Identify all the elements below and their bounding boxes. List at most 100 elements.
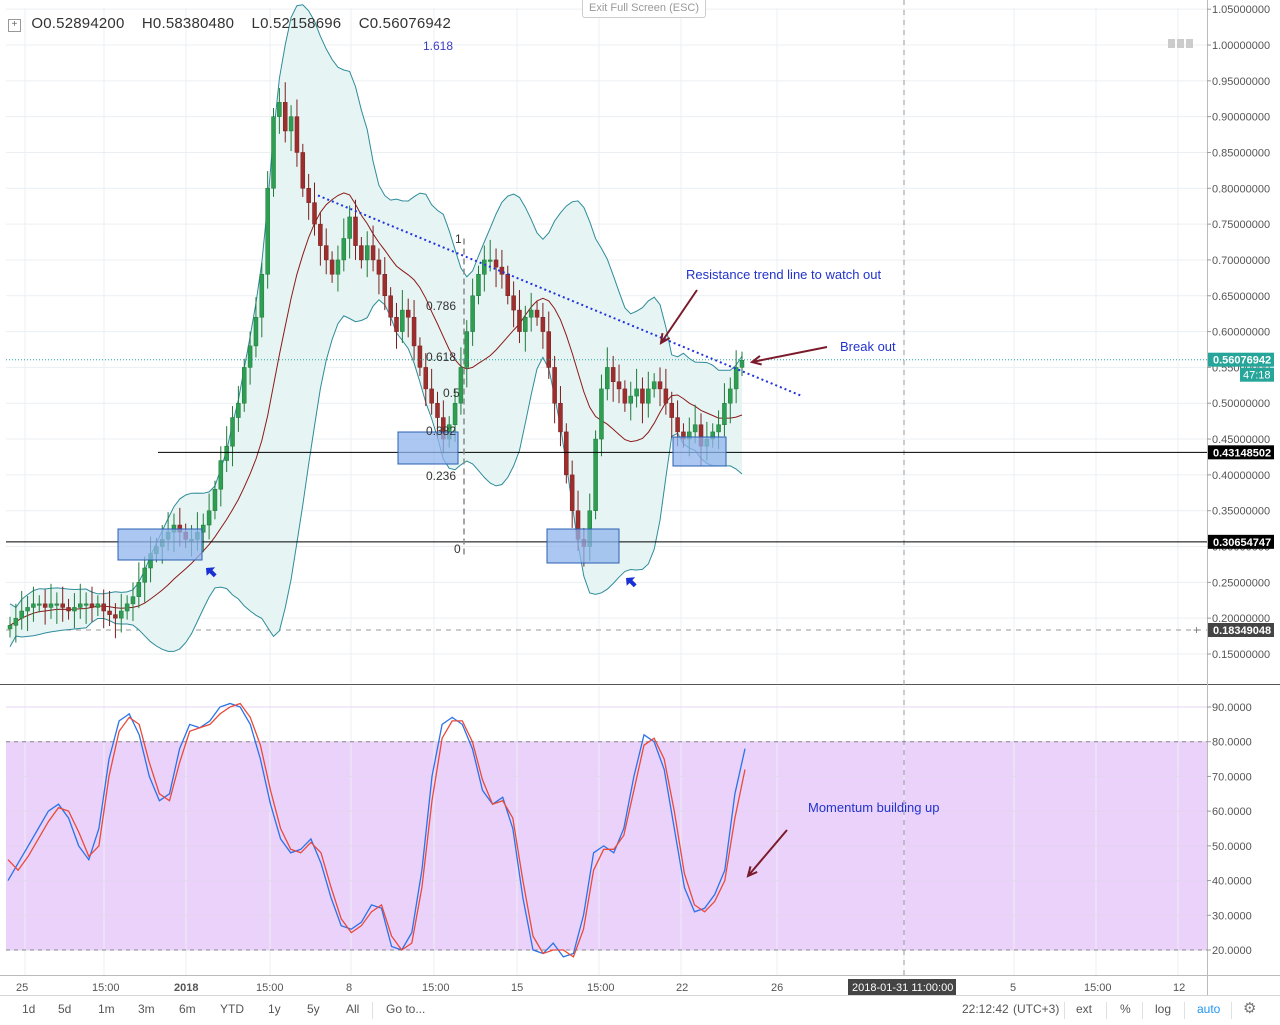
candle-body: [452, 402, 458, 425]
time-tick-label: 15:00: [256, 982, 284, 994]
time-tick-label: 26: [771, 982, 783, 994]
candle-body: [359, 245, 364, 261]
candle-body: [60, 603, 65, 608]
candle-body: [493, 259, 499, 268]
osc-tick-label: 90.0000: [1212, 702, 1252, 714]
candle-body: [259, 274, 265, 318]
time-tick-label: 12: [1173, 982, 1185, 994]
candle-body: [72, 607, 77, 612]
annotation-arrow-head: [749, 355, 762, 366]
candle-body: [107, 610, 112, 615]
osc-tick-label: 60.0000: [1212, 806, 1252, 818]
candle-body: [19, 610, 24, 619]
percent-toggle[interactable]: %: [1120, 1002, 1131, 1016]
timeframe-5y-button[interactable]: 5y: [307, 1002, 320, 1016]
bollinger-upper-line: [9, 4, 743, 609]
candle-body: [692, 424, 698, 433]
candle-body: [247, 345, 253, 368]
candle-body: [253, 317, 259, 347]
gear-icon[interactable]: ⚙: [1243, 1000, 1257, 1017]
goto-button[interactable]: Go to...: [386, 1002, 426, 1016]
price-badge-text: 0.43148502: [1213, 447, 1271, 459]
timeframe-1m-button[interactable]: 1m: [98, 1002, 115, 1016]
osc-tick-label: 20.0000: [1212, 945, 1252, 957]
toolbar-divider: [1064, 1002, 1065, 1019]
candle-body: [482, 259, 487, 275]
price-tick-label: 0.70000000: [1212, 255, 1270, 267]
candle-body: [511, 295, 516, 311]
candle-body: [218, 460, 224, 490]
auto-scale-toggle[interactable]: auto: [1197, 1002, 1221, 1016]
candle-body: [294, 116, 300, 153]
candle-body: [599, 388, 604, 440]
time-tick-label: 15:00: [1084, 982, 1112, 994]
candle-body: [119, 610, 124, 619]
timeframe-1d-button[interactable]: 1d: [22, 1002, 36, 1016]
fib-level-label: 0.618: [426, 350, 456, 364]
pane-controls-icon[interactable]: [1168, 35, 1198, 48]
price-tick-label: 0.95000000: [1212, 76, 1270, 88]
fib-level-label: 1: [455, 232, 462, 246]
toolbar-divider: [1231, 1002, 1232, 1019]
annotation-arrow: [747, 829, 788, 877]
timeframe-6m-button[interactable]: 6m: [179, 1002, 196, 1016]
candle-body: [411, 317, 417, 347]
timeframe-1y-button[interactable]: 1y: [268, 1002, 281, 1016]
price-tick-label: 0.20000000: [1212, 613, 1270, 625]
candle-body: [675, 417, 680, 433]
candle-body: [306, 188, 311, 203]
candle-body: [282, 102, 288, 132]
countdown-badge: [1240, 367, 1274, 382]
timeframe-3m-button[interactable]: 3m: [138, 1002, 155, 1016]
candle-body: [722, 402, 727, 425]
support-zone-box: [546, 528, 620, 564]
annotation-arrow-head: [746, 866, 758, 878]
expand-legend-icon[interactable]: +: [8, 19, 21, 32]
price-badge-text: 0.18349048: [1213, 625, 1271, 637]
candle-body: [323, 245, 329, 261]
toolbar-divider: [372, 1002, 373, 1019]
price-badge: [1208, 352, 1274, 367]
candle-body: [394, 317, 399, 332]
timeframe-all-button[interactable]: All: [346, 1002, 360, 1016]
price-tick-label: 0.45000000: [1212, 434, 1270, 446]
add-alert-icon: +: [1193, 623, 1200, 637]
candle-body: [470, 295, 475, 332]
bottom-toolbar: 1d 5d 1m 3m 6m YTD 1y 5y All Go to... 22…: [0, 995, 1280, 1025]
timeframe-ytd-button[interactable]: YTD: [220, 1002, 244, 1016]
timezone-button[interactable]: (UTC+3): [1013, 1002, 1060, 1016]
exit-full-screen-button[interactable]: Exit Full Screen (ESC): [582, 0, 706, 18]
candle-body: [517, 309, 522, 332]
up-arrow-icon: [206, 567, 217, 578]
candle-body: [236, 402, 241, 418]
time-tick-label: 25: [16, 982, 28, 994]
bollinger-lower-line: [9, 299, 743, 652]
candle-body: [95, 603, 101, 608]
osc-tick-label: 50.0000: [1212, 841, 1252, 853]
price-tick-label: 1.05000000: [1212, 4, 1270, 16]
candle-body: [318, 223, 323, 246]
candle-body: [277, 102, 282, 117]
log-toggle[interactable]: log: [1155, 1002, 1172, 1016]
candle-body: [230, 417, 235, 447]
timeframe-5d-button[interactable]: 5d: [58, 1002, 72, 1016]
price-tick-label: 1.00000000: [1212, 40, 1270, 52]
annotation-momentum-text: Momentum building up: [808, 800, 940, 815]
clock-readout: 22:12:42: [962, 1002, 1009, 1016]
candle-body: [505, 274, 511, 297]
candle-body: [364, 245, 370, 261]
ext-toggle[interactable]: ext: [1076, 1002, 1093, 1016]
candle-body: [212, 488, 218, 511]
candle-body: [101, 603, 106, 612]
candle-body: [429, 388, 434, 404]
candle-body: [142, 567, 147, 583]
candle-body: [464, 331, 470, 368]
fib-level-label: 1.618: [423, 39, 453, 53]
candle-body: [224, 445, 229, 461]
candle-body: [569, 474, 575, 511]
candle-body: [89, 603, 95, 608]
candle-body: [534, 309, 540, 318]
price-tick-label: 0.40000000: [1212, 470, 1270, 482]
candle-body: [353, 216, 358, 246]
